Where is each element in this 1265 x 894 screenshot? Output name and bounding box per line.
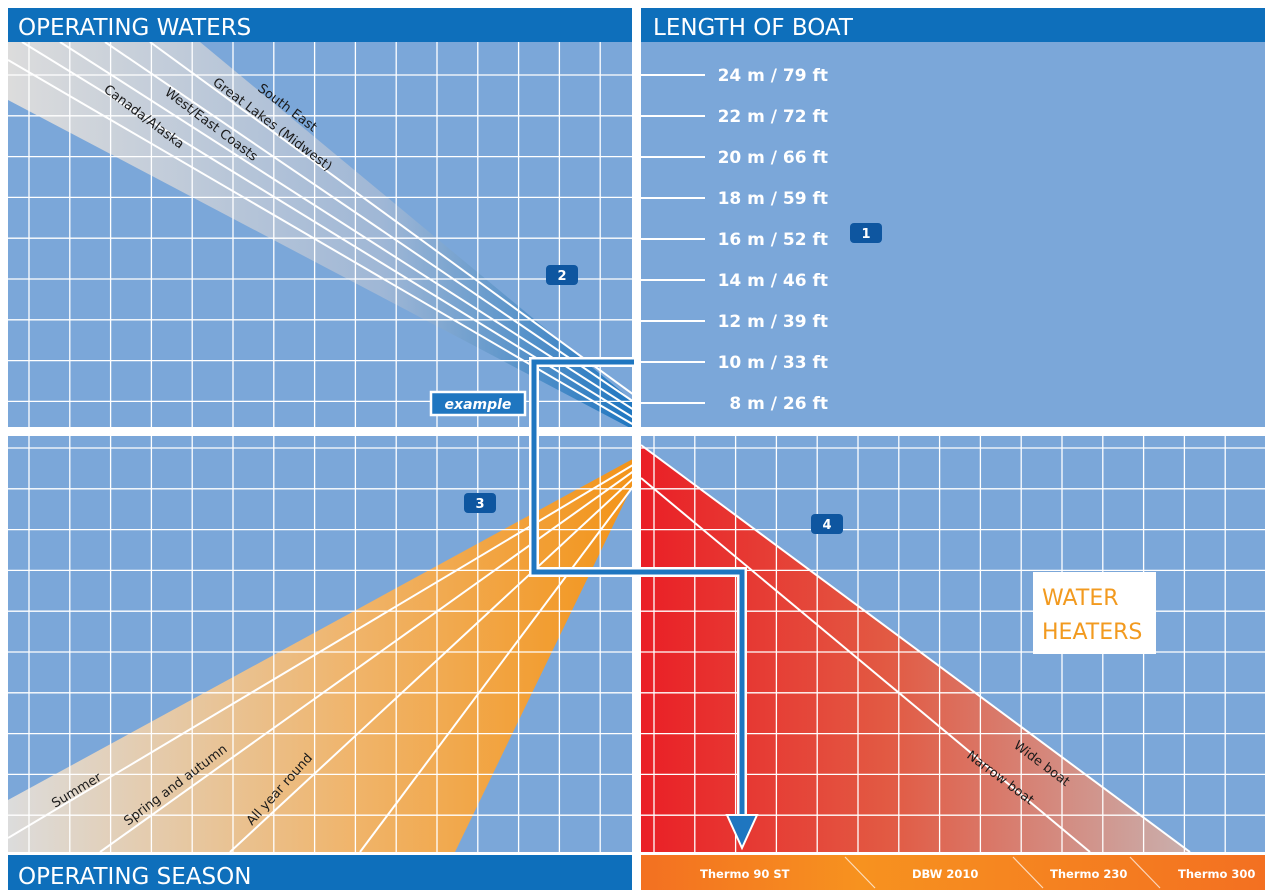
operating-season-title: OPERATING SEASON	[18, 864, 251, 890]
waters-band	[8, 42, 632, 427]
length-of-boat-title: LENGTH OF BOAT	[653, 15, 854, 41]
operating-season-header	[8, 855, 632, 890]
svg-text:2: 2	[557, 269, 566, 284]
badge-1: 1	[850, 223, 882, 243]
length-of-boat-panel	[641, 42, 1265, 427]
svg-text:3: 3	[475, 497, 484, 512]
svg-text:4: 4	[822, 518, 831, 533]
example-path	[531, 359, 745, 822]
product-bar	[641, 855, 1265, 890]
boat-length-label: 12 m / 39 ft	[718, 312, 828, 332]
length-of-boat-header	[641, 8, 1265, 42]
badge-4: 4	[811, 514, 843, 534]
svg-text:1: 1	[861, 227, 870, 242]
operating-waters-header	[8, 8, 632, 42]
boat-length-label: 22 m / 72 ft	[718, 107, 828, 127]
width-lines	[641, 444, 1191, 852]
boat-length-label: 14 m / 46 ft	[718, 271, 828, 291]
operating-waters-title: OPERATING WATERS	[18, 15, 251, 41]
product-dbw-2010: DBW 2010	[912, 867, 978, 881]
example-arrow-head	[725, 814, 759, 851]
example-label: example	[445, 397, 512, 413]
product-thermo-90-st: Thermo 90 ST	[700, 867, 790, 881]
boat-length-label: 16 m / 52 ft	[718, 230, 828, 250]
boat-length-label: 18 m / 59 ft	[718, 189, 828, 209]
badge-2: 2	[546, 265, 578, 285]
boat-length-scale: 24 m / 79 ft 22 m / 72 ft 20 m / 66 ft 18 m…	[641, 66, 828, 414]
product-thermo-300: Thermo 300	[1178, 867, 1255, 881]
water-heaters-line-1: WATER	[1042, 586, 1119, 611]
product-thermo-230: Thermo 230	[1050, 867, 1127, 881]
boat-length-label: 24 m / 79 ft	[718, 66, 828, 86]
boat-length-label: 20 m / 66 ft	[718, 148, 828, 168]
example-tag	[429, 390, 527, 417]
water-heaters-box	[1033, 572, 1156, 654]
boat-length-label: 8 m / 26 ft	[729, 394, 828, 414]
water-heaters-line-2: HEATERS	[1042, 620, 1142, 645]
boat-length-label: 10 m / 33 ft	[718, 353, 828, 373]
badge-3: 3	[464, 493, 496, 513]
